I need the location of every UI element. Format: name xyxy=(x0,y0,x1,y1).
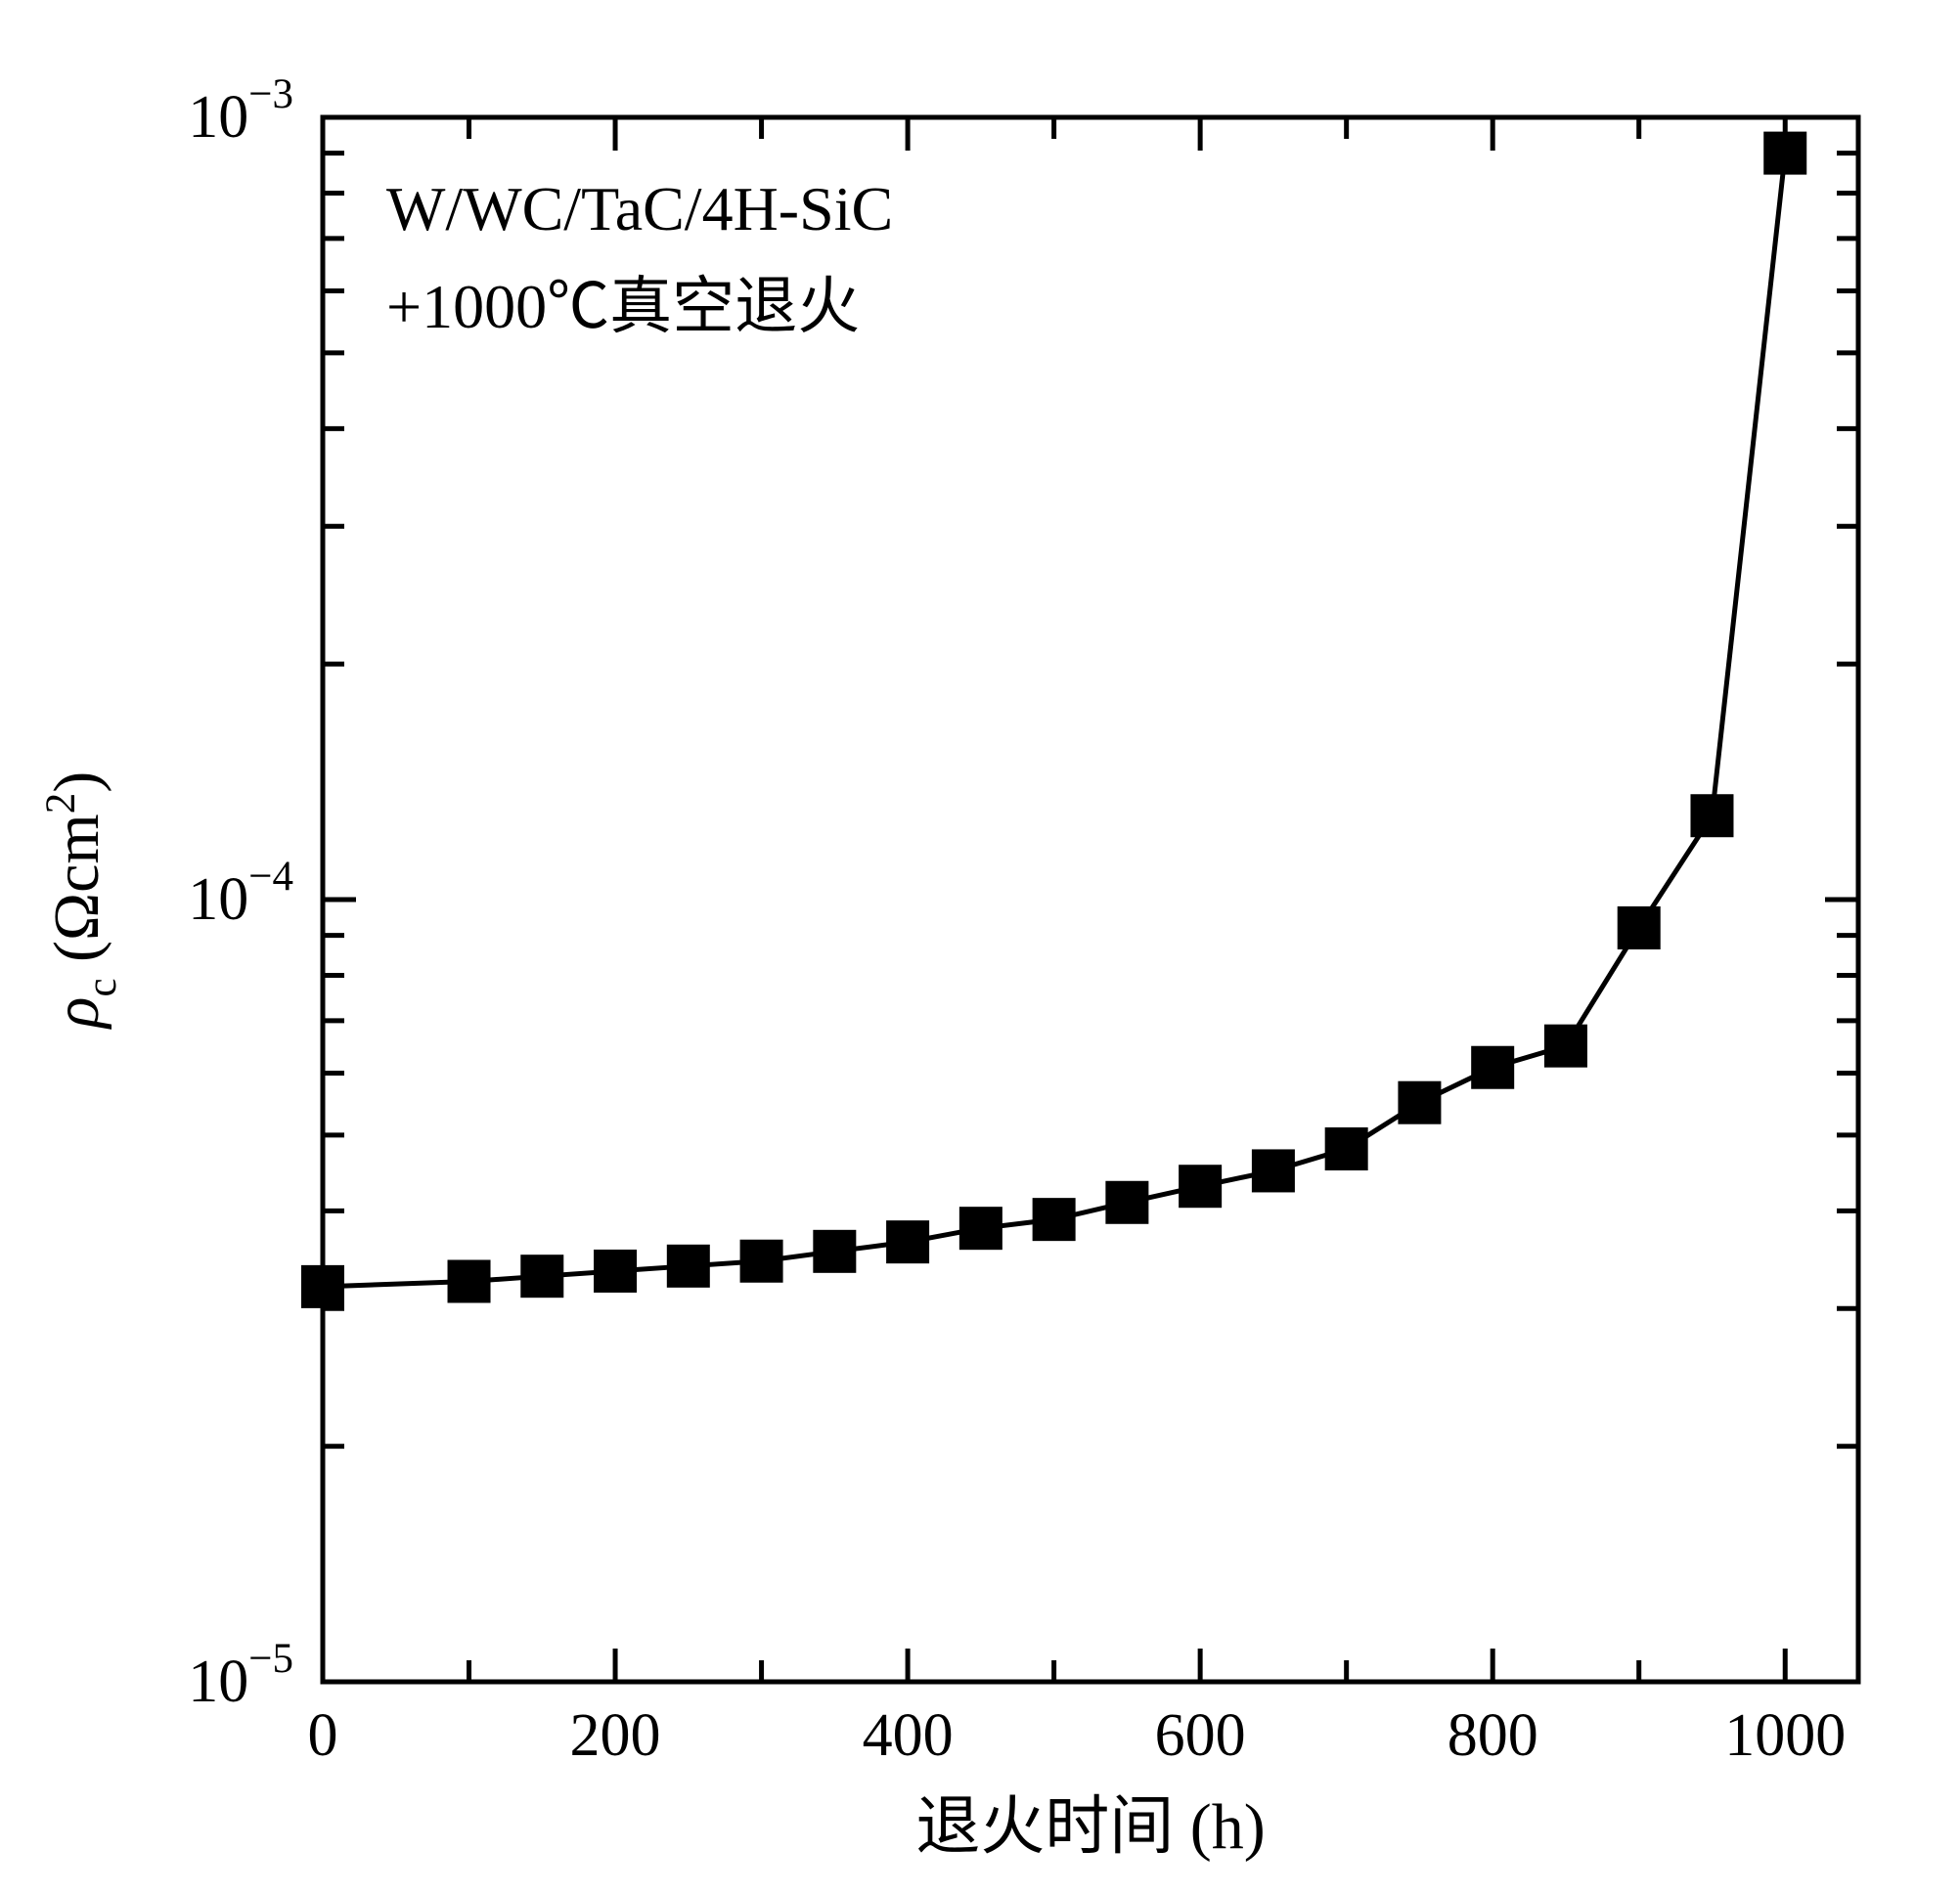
data-marker xyxy=(301,1265,344,1308)
data-marker xyxy=(520,1255,563,1298)
data-marker xyxy=(1105,1181,1148,1224)
data-marker xyxy=(448,1259,491,1302)
data-marker xyxy=(1618,906,1661,949)
data-marker xyxy=(959,1207,1002,1250)
x-tick-label: 0 xyxy=(308,1702,338,1769)
data-marker xyxy=(1179,1165,1222,1208)
data-marker xyxy=(1471,1046,1514,1089)
data-marker xyxy=(1398,1081,1441,1124)
chart-annotation: +1000℃真空退火 xyxy=(386,272,860,341)
x-tick-label: 600 xyxy=(1155,1702,1246,1769)
data-marker xyxy=(886,1220,929,1263)
data-marker xyxy=(740,1240,783,1283)
data-marker xyxy=(1690,794,1733,837)
x-tick-label: 200 xyxy=(570,1702,661,1769)
data-marker xyxy=(1763,132,1806,175)
data-marker xyxy=(1325,1127,1368,1170)
data-marker xyxy=(813,1230,856,1273)
data-marker xyxy=(594,1250,637,1293)
line-chart: 0200400600800100010−510−410−3退火时间 (h)ρc … xyxy=(0,0,1960,1893)
data-marker xyxy=(667,1245,710,1288)
x-tick-label: 400 xyxy=(863,1702,954,1769)
chart-container: 0200400600800100010−510−410−3退火时间 (h)ρc … xyxy=(0,0,1960,1893)
x-tick-label: 1000 xyxy=(1724,1702,1846,1769)
data-marker xyxy=(1544,1025,1587,1068)
x-axis-label: 退火时间 (h) xyxy=(915,1791,1265,1863)
data-marker xyxy=(1033,1198,1076,1241)
x-tick-label: 800 xyxy=(1448,1702,1538,1769)
chart-annotation: W/WC/TaC/4H-SiC xyxy=(386,174,893,243)
data-marker xyxy=(1252,1149,1295,1192)
